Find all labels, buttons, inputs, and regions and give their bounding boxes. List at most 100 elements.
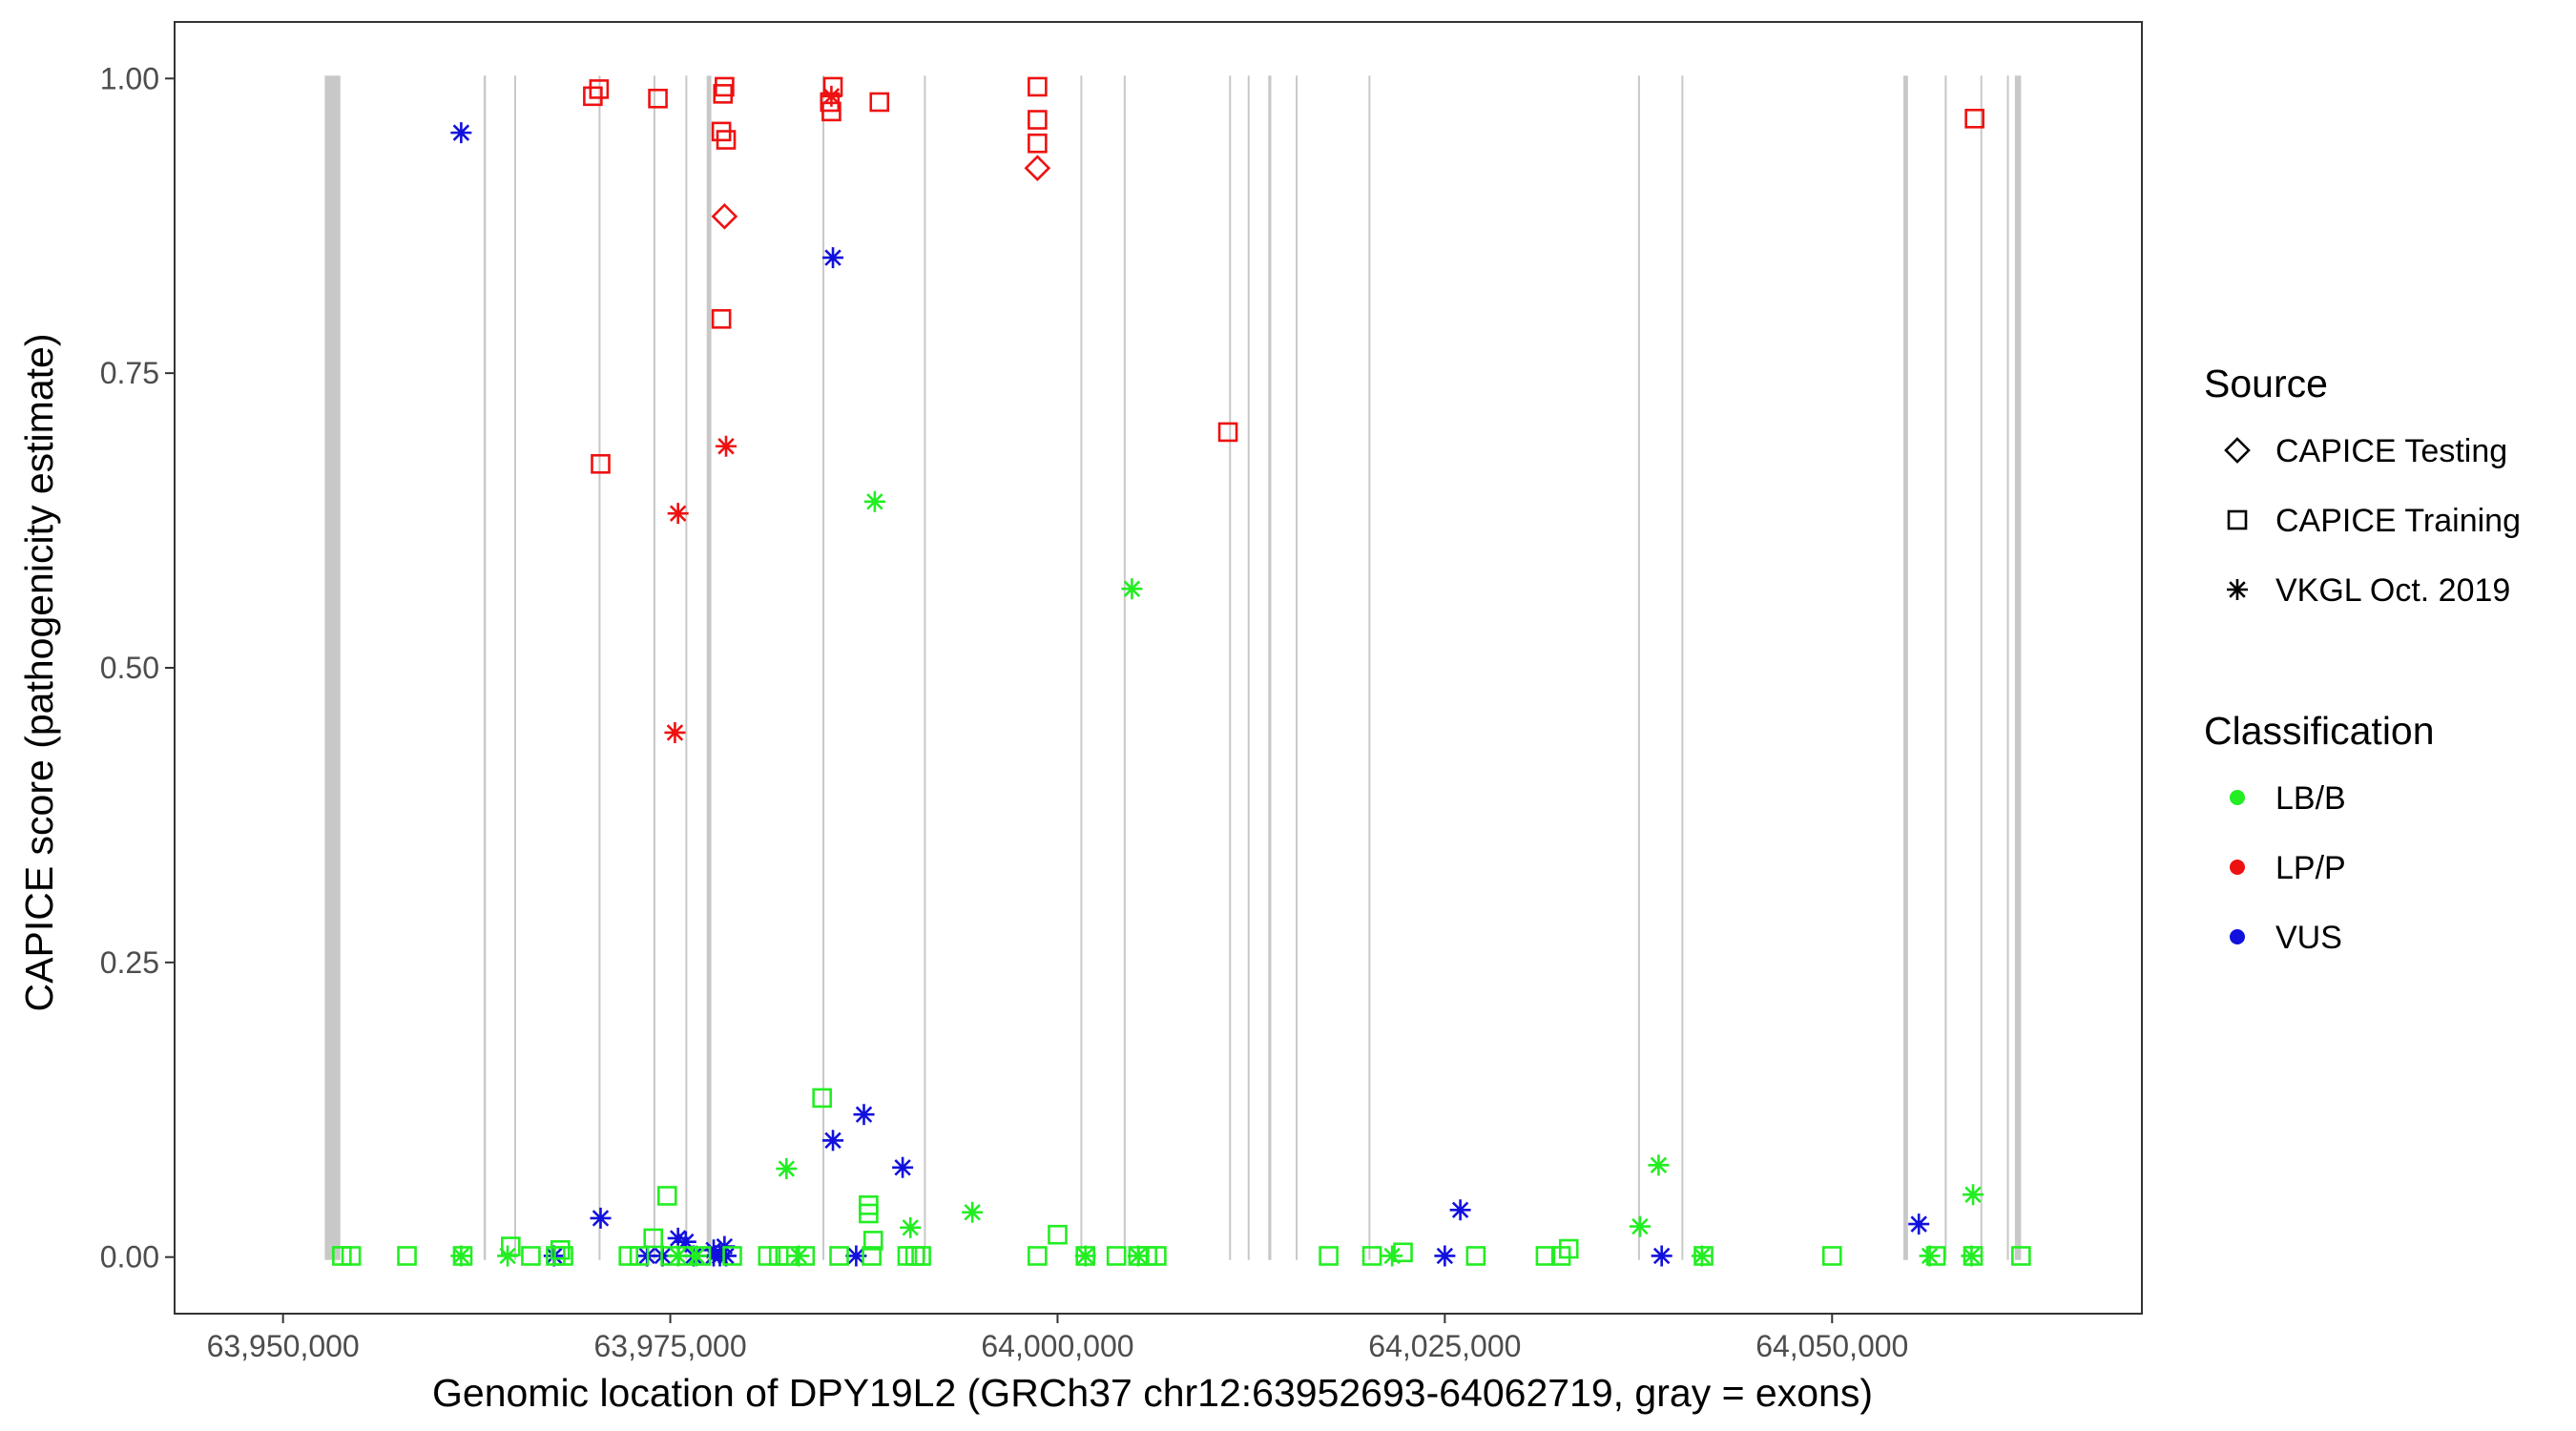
data-point-24 bbox=[664, 721, 686, 743]
x-tick-label-4: 64,025,000 bbox=[1368, 1329, 1521, 1363]
legend: Source CAPICE Testing CAPICE Training VKGL… bbox=[2204, 362, 2521, 956]
data-point-96 bbox=[862, 1246, 882, 1266]
y-tick-label-2: 0.25 bbox=[100, 945, 159, 980]
data-point-47 bbox=[863, 490, 885, 512]
data-point-41 bbox=[716, 1245, 737, 1267]
data-point-91 bbox=[758, 1246, 779, 1266]
exon-band-16 bbox=[1368, 75, 1371, 1260]
y-tick-label-1: 0.00 bbox=[100, 1240, 159, 1275]
data-point-4 bbox=[589, 79, 610, 99]
exon-band-8 bbox=[822, 75, 825, 1260]
data-point-43 bbox=[1449, 1199, 1471, 1221]
exon-band-11 bbox=[1123, 75, 1126, 1260]
legend-class-label-1: LB/B bbox=[2275, 780, 2346, 817]
data-point-19 bbox=[1217, 422, 1238, 443]
data-point-1 bbox=[711, 203, 738, 230]
exon-band-14 bbox=[1268, 75, 1272, 1260]
data-point-69 bbox=[859, 1203, 879, 1224]
x-axis-label: Genomic location of DPY19L2 (GRCh37 chr1… bbox=[432, 1371, 1873, 1415]
data-point-28 bbox=[822, 1130, 844, 1151]
data-point-108 bbox=[1535, 1246, 1556, 1266]
legend-source-key-3 bbox=[2227, 579, 2248, 600]
data-point-112 bbox=[1925, 1246, 1946, 1266]
data-points bbox=[332, 76, 2031, 1267]
data-point-72 bbox=[1048, 1224, 1068, 1245]
data-point-79 bbox=[341, 1246, 362, 1266]
data-point-75 bbox=[643, 1228, 663, 1249]
exon-band-12 bbox=[1229, 75, 1232, 1260]
exon-band-3 bbox=[513, 75, 516, 1260]
data-point-2 bbox=[1024, 155, 1051, 182]
exon-band-10 bbox=[1080, 75, 1083, 1260]
exon-band-22 bbox=[2006, 75, 2009, 1260]
legend-class-key-1 bbox=[2230, 790, 2245, 805]
data-point-3 bbox=[583, 86, 603, 107]
plot-panel-border bbox=[174, 21, 2143, 1315]
x-tick-label-1: 63,950,000 bbox=[207, 1329, 360, 1363]
exon-band-17 bbox=[1637, 75, 1640, 1260]
data-point-74 bbox=[550, 1239, 571, 1260]
data-point-94 bbox=[795, 1246, 816, 1266]
legend-class-label-2: LP/P bbox=[2275, 850, 2346, 886]
exon-band-7 bbox=[706, 75, 712, 1260]
data-point-29 bbox=[853, 1104, 875, 1126]
data-point-5 bbox=[648, 89, 668, 109]
data-point-49 bbox=[776, 1158, 798, 1180]
data-point-104 bbox=[1147, 1246, 1167, 1266]
data-point-100 bbox=[1075, 1246, 1095, 1266]
data-point-52 bbox=[1648, 1154, 1670, 1176]
data-point-59 bbox=[788, 1245, 810, 1267]
data-point-84 bbox=[553, 1246, 573, 1266]
data-point-66 bbox=[812, 1088, 832, 1109]
data-point-64 bbox=[1919, 1245, 1941, 1267]
data-point-25 bbox=[450, 122, 472, 144]
exon-band-23 bbox=[2014, 75, 2022, 1260]
x-tick-label-5: 64,050,000 bbox=[1755, 1329, 1908, 1363]
exon-band-1 bbox=[324, 75, 341, 1260]
data-point-88 bbox=[677, 1246, 697, 1266]
legend-class-key-3 bbox=[2230, 929, 2245, 944]
x-tick-label-2: 63,975,000 bbox=[593, 1329, 746, 1363]
exon-band-6 bbox=[685, 75, 688, 1260]
data-point-42 bbox=[845, 1245, 867, 1267]
data-point-95 bbox=[829, 1246, 849, 1266]
data-point-32 bbox=[675, 1231, 696, 1253]
data-point-50 bbox=[900, 1216, 922, 1238]
data-point-31 bbox=[667, 1227, 689, 1249]
data-point-45 bbox=[1651, 1245, 1672, 1267]
y-tick-label-5: 1.00 bbox=[100, 61, 159, 95]
data-point-16 bbox=[1028, 110, 1048, 130]
y-tick-label-3: 0.50 bbox=[100, 651, 159, 685]
exon-band-18 bbox=[1681, 75, 1684, 1260]
data-point-77 bbox=[1393, 1242, 1413, 1263]
data-point-46 bbox=[1908, 1213, 1930, 1235]
data-point-90 bbox=[722, 1246, 742, 1266]
legend-source-key-2 bbox=[2227, 509, 2248, 530]
data-point-55 bbox=[450, 1245, 472, 1267]
data-point-15 bbox=[1028, 76, 1048, 97]
data-point-65 bbox=[1961, 1245, 1983, 1267]
legend-classification-title: Classification bbox=[2204, 709, 2435, 753]
data-point-105 bbox=[1319, 1246, 1339, 1266]
data-point-53 bbox=[1629, 1215, 1651, 1237]
data-point-26 bbox=[822, 247, 844, 269]
data-point-21 bbox=[821, 85, 842, 107]
legend-class-label-3: VUS bbox=[2275, 920, 2342, 956]
exon-band-19 bbox=[1902, 75, 1908, 1260]
x-axis: 63,950,000 63,975,000 64,000,000 64,025,000… bbox=[207, 1314, 1908, 1363]
legend-source-label-3: VKGL Oct. 2019 bbox=[2275, 572, 2510, 609]
data-point-22 bbox=[716, 435, 737, 457]
data-point-106 bbox=[1361, 1246, 1382, 1266]
data-point-9 bbox=[716, 130, 737, 150]
y-tick-label-4: 0.75 bbox=[100, 356, 159, 390]
data-point-86 bbox=[629, 1246, 650, 1266]
data-point-7 bbox=[713, 84, 734, 104]
exon-band-9 bbox=[924, 75, 926, 1260]
data-point-111 bbox=[1821, 1246, 1842, 1266]
data-point-107 bbox=[1465, 1246, 1486, 1266]
exon-band-5 bbox=[653, 75, 655, 1260]
data-point-23 bbox=[667, 503, 689, 525]
data-point-89 bbox=[691, 1246, 712, 1266]
data-point-60 bbox=[1074, 1245, 1096, 1267]
